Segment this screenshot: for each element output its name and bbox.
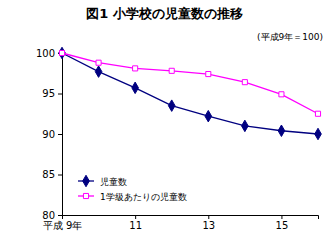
y-tick-label: 95 xyxy=(42,88,55,99)
x-tick-label: 平成 9年 xyxy=(43,220,83,231)
x-tick-label: 11 xyxy=(129,220,142,231)
y-tick: 90 xyxy=(42,129,62,140)
series-marker xyxy=(278,125,285,136)
y-tick-label: 80 xyxy=(42,210,55,221)
series-marker xyxy=(133,66,138,71)
y-tick-mark xyxy=(58,175,62,176)
series-marker xyxy=(242,120,249,131)
x-tick-mark xyxy=(208,215,209,219)
y-tick: 80 xyxy=(42,210,62,221)
series-marker xyxy=(59,47,66,58)
series-marker xyxy=(96,60,101,65)
series-marker xyxy=(315,128,322,139)
x-tick-mark xyxy=(135,215,136,219)
y-tick-label: 100 xyxy=(36,48,55,59)
y-axis: 80 85 90 95 100 xyxy=(36,48,63,221)
y-tick: 85 xyxy=(42,169,62,180)
legend-symbol xyxy=(83,193,88,198)
x-tick: 13 xyxy=(202,215,215,231)
x-axis-line xyxy=(63,216,319,220)
y-axis-line xyxy=(58,54,63,216)
title: 図1 小学校の児童数の推移 xyxy=(86,6,243,21)
x-tick: 15 xyxy=(276,215,289,231)
series-marker xyxy=(279,92,284,97)
series-marker xyxy=(205,110,212,121)
series-marker xyxy=(242,80,247,85)
series-marker xyxy=(168,100,175,111)
x-tick: 11 xyxy=(129,215,142,231)
subtitle: (平成9年＝100) xyxy=(257,32,323,42)
x-tick-mark xyxy=(62,215,63,219)
series-line xyxy=(62,53,318,134)
series-marker xyxy=(132,82,139,93)
x-axis: 平成 9年 11 13 15 xyxy=(43,215,319,231)
series-marker xyxy=(95,66,102,77)
legend-label: 1学級あたりの児童数 xyxy=(100,192,187,202)
x-tick: 平成 9年 xyxy=(43,215,83,231)
y-tick-label: 90 xyxy=(42,129,55,140)
x-tick-mark xyxy=(281,215,282,219)
y-tick: 95 xyxy=(42,88,62,99)
series-line xyxy=(62,53,318,114)
legend-symbol xyxy=(83,175,90,186)
x-tick-label: 13 xyxy=(202,220,215,231)
y-tick-mark xyxy=(58,134,62,135)
y-tick-mark xyxy=(58,94,62,95)
series-marker xyxy=(59,50,64,55)
chart: 図1 小学校の児童数の推移 (平成9年＝100) 80 85 90 95 100 平成 9年 1… xyxy=(0,0,329,244)
plot-area xyxy=(59,47,322,139)
background xyxy=(0,0,329,244)
y-tick-label: 85 xyxy=(42,169,55,180)
legend: 児童数 1学級あたりの児童数 xyxy=(78,175,187,201)
series-marker xyxy=(169,68,174,73)
series-marker xyxy=(315,111,320,116)
legend-label: 児童数 xyxy=(100,177,127,187)
x-tick-label: 15 xyxy=(276,220,289,231)
y-tick: 100 xyxy=(36,48,62,59)
series-marker xyxy=(206,72,211,77)
y-tick-mark xyxy=(58,215,62,216)
